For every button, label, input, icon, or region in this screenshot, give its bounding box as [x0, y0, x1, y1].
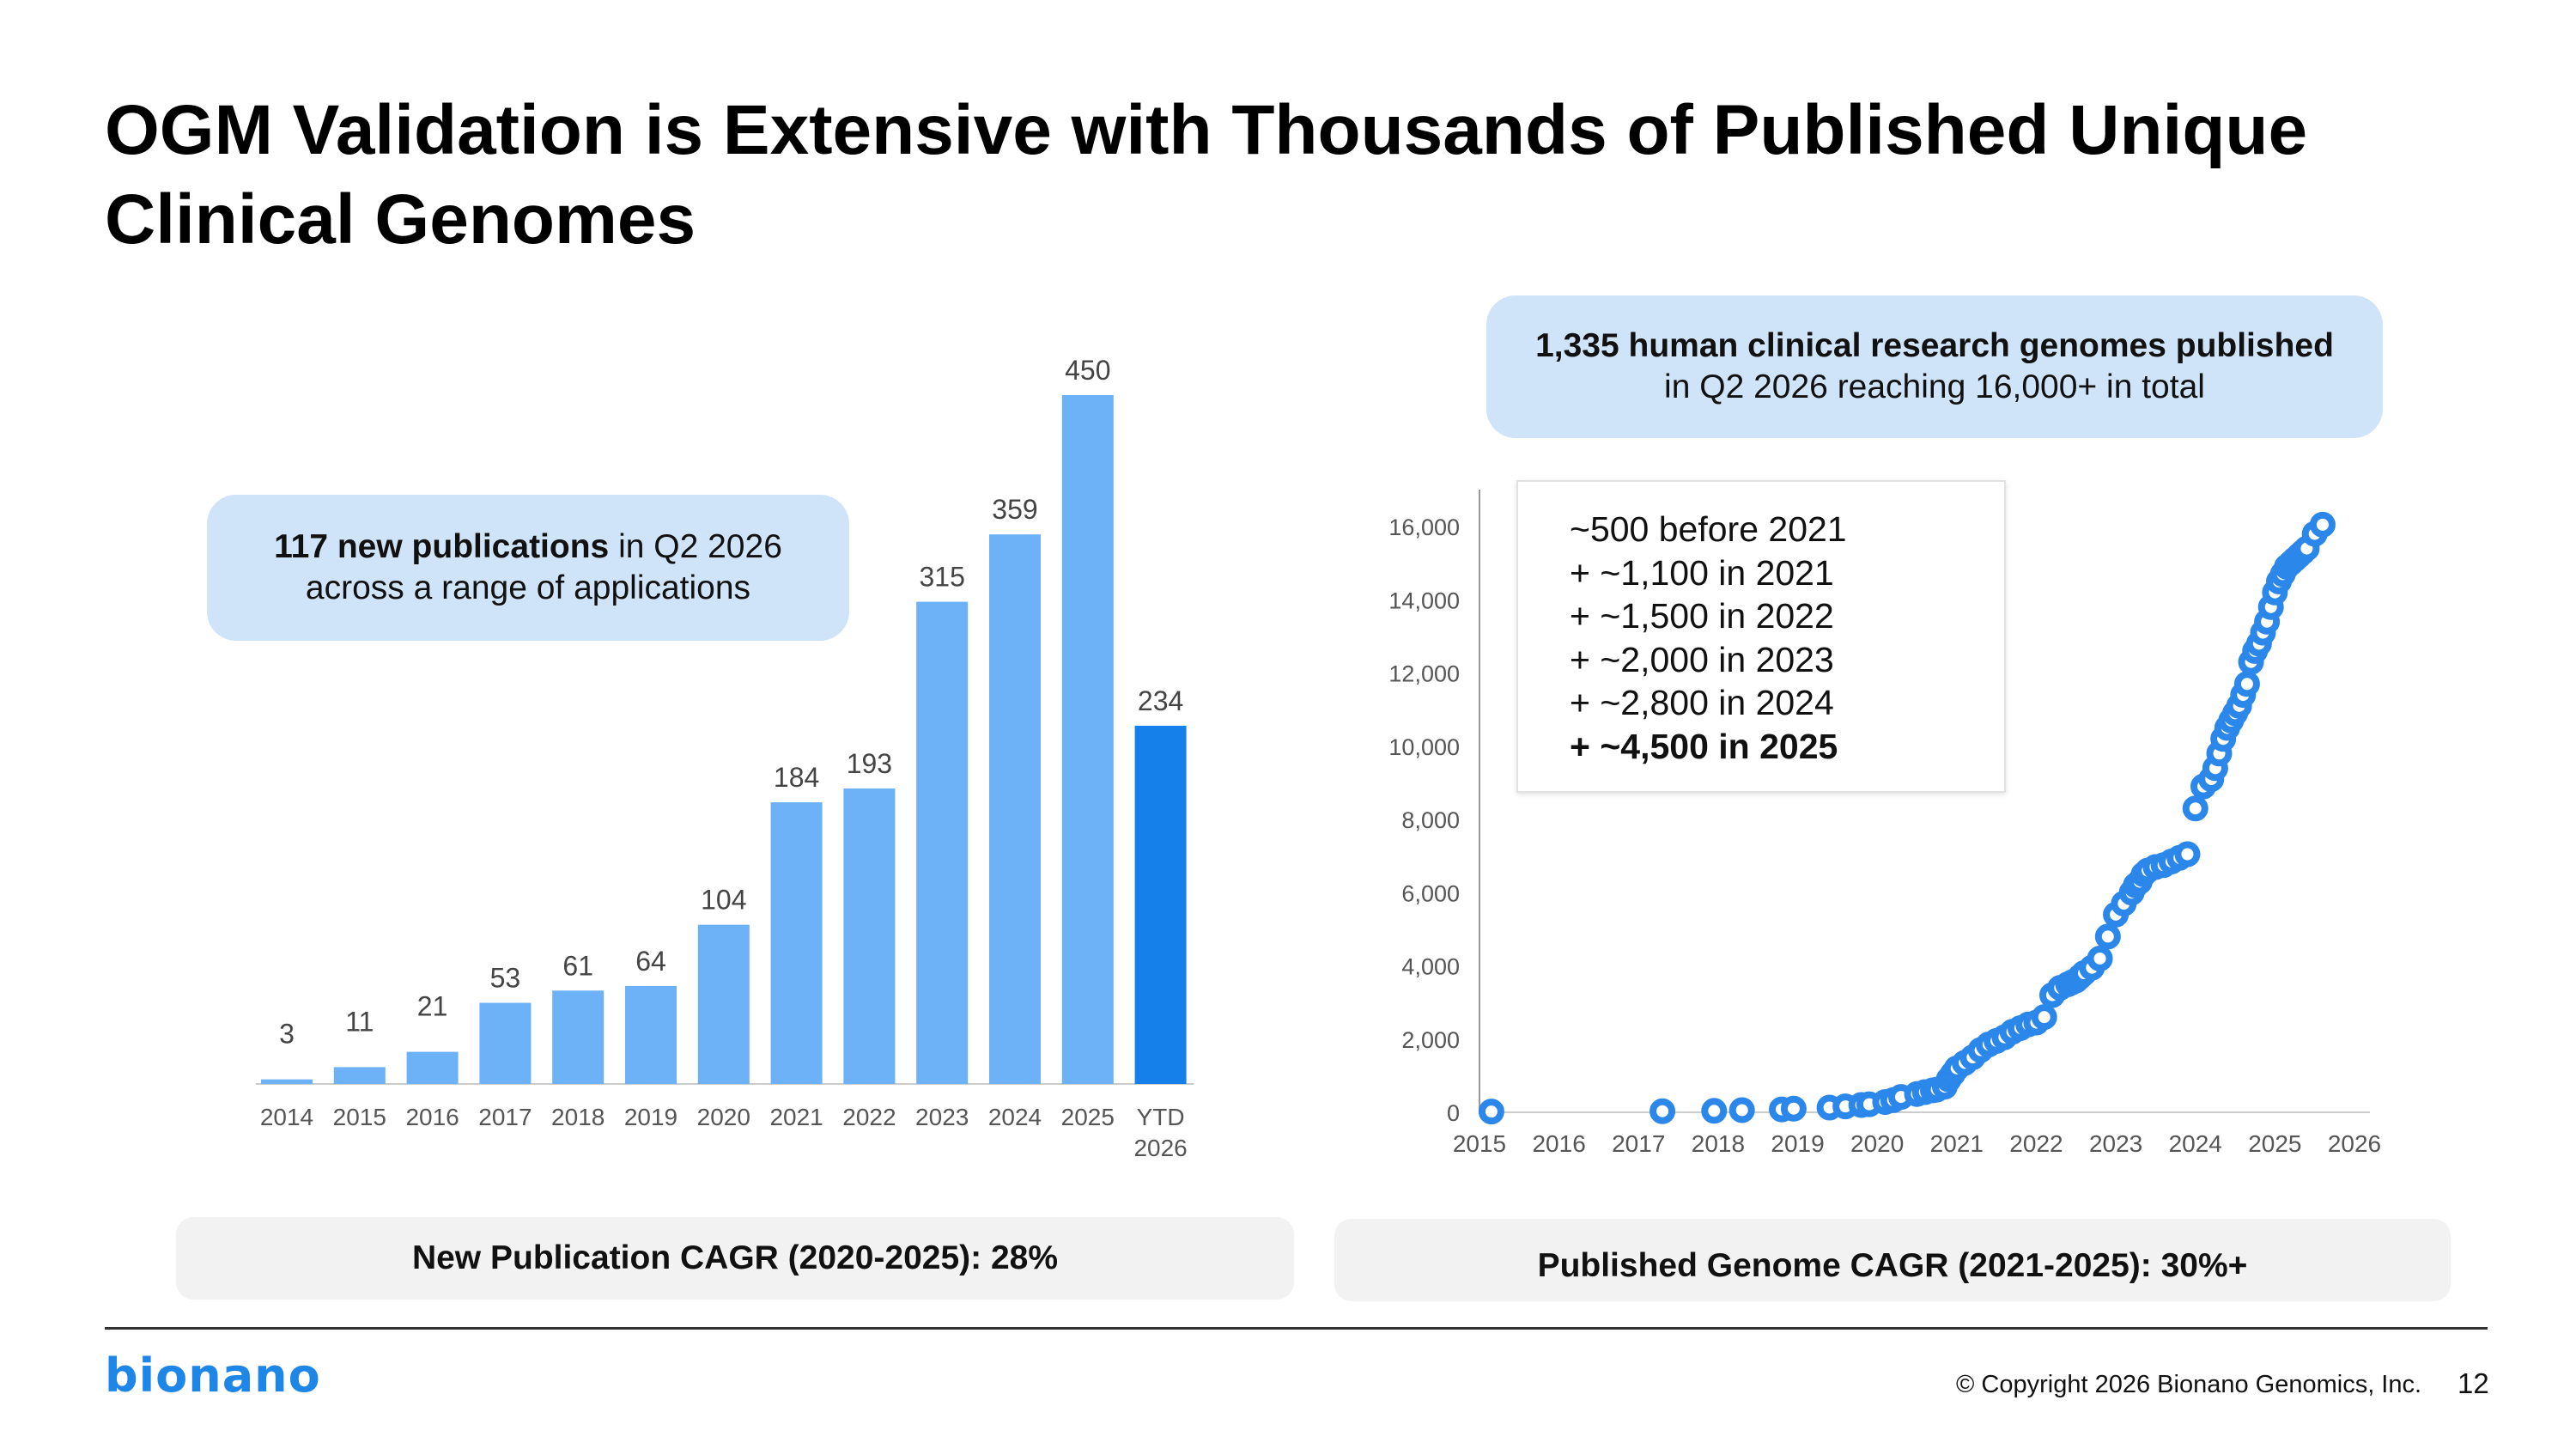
- x-tick-label: 2025: [2248, 1130, 2301, 1157]
- x-tick-label: 2024: [2169, 1130, 2222, 1157]
- bar-value-label: 359: [992, 494, 1037, 525]
- bar: [1061, 395, 1114, 1084]
- page-number: 12: [2458, 1367, 2489, 1399]
- bar-value-label: 104: [701, 885, 746, 916]
- annotation-line: + ~1,500 in 2022: [1570, 596, 1834, 636]
- scatter-point: [1478, 1099, 1504, 1125]
- bar-value-label: 3: [279, 1019, 295, 1050]
- genomes-callout-line1: 1,335 human clinical research genomes pu…: [1535, 327, 2334, 364]
- bar-category-label: 2021: [769, 1104, 823, 1130]
- annotation-line: ~500 before 2021: [1570, 509, 1847, 549]
- publications-callout-bold: 117 new publications: [274, 528, 610, 565]
- bar: [989, 534, 1041, 1084]
- bar-value-label: 193: [847, 748, 892, 779]
- y-tick-label: 8,000: [1401, 807, 1460, 833]
- publications-callout: 117 new publications in Q2 2026 across a…: [207, 495, 849, 641]
- bar-category-label: 2015: [333, 1104, 386, 1130]
- bar-category-label: 2026: [1133, 1135, 1187, 1161]
- bar-value-label: 53: [490, 963, 521, 994]
- bar-category-label: 2022: [842, 1104, 896, 1130]
- publications-callout-line2: across a range of applications: [305, 569, 751, 606]
- genome-cagr-banner: Published Genome CAGR (2021-2025): 30%+: [1334, 1219, 2451, 1301]
- annotation-line-bold: + ~4,500 in 2025: [1570, 726, 1838, 766]
- genomes-callout-line2: in Q2 2026 reaching 16,000+ in total: [1664, 368, 2205, 405]
- bar: [333, 1067, 386, 1084]
- publications-bar-chart: 3 2014 11 2015 21 2016 53 2017 61 2018 64 2019 104 20…: [256, 355, 1194, 1161]
- scatter-point: [2031, 1004, 2057, 1031]
- x-tick-label: 2015: [1453, 1130, 1506, 1157]
- bar-value-label: 315: [920, 562, 965, 593]
- y-tick-label: 0: [1447, 1100, 1460, 1126]
- x-tick-label: 2018: [1692, 1130, 1745, 1157]
- y-tick-label: 14,000: [1388, 588, 1460, 613]
- scatter-point: [2233, 671, 2260, 697]
- bar: [916, 601, 969, 1084]
- genomes-annotation-box: ~500 before 2021 + ~1,100 in 2021 + ~1,5…: [1516, 480, 2006, 793]
- footer-divider: [105, 1327, 2488, 1330]
- bar-value-label: 184: [774, 762, 819, 793]
- scatter-point: [2174, 841, 2201, 868]
- bar-value-label: 64: [635, 946, 666, 977]
- x-tick-label: 2023: [2089, 1130, 2142, 1157]
- bar-category-label: 2018: [551, 1104, 605, 1130]
- annotation-line: + ~1,100 in 2021: [1570, 552, 1834, 593]
- x-tick-label: 2017: [1612, 1130, 1665, 1157]
- scatter-point: [2094, 923, 2121, 950]
- y-tick-label: 6,000: [1401, 880, 1460, 906]
- publications-callout-rest: in Q2 2026: [609, 528, 782, 565]
- y-tick-label: 12,000: [1388, 661, 1460, 687]
- x-tick-label: 2022: [2009, 1130, 2063, 1157]
- bar-value-label: 234: [1138, 685, 1183, 716]
- copyright-text: © Copyright 2026 Bionano Genomics, Inc.: [1956, 1371, 2422, 1398]
- x-tick-label: 2021: [1930, 1130, 1984, 1157]
- bar-category-label: 2025: [1061, 1104, 1115, 1130]
- bar-category-label: 2019: [624, 1104, 677, 1130]
- scatter-point: [2182, 795, 2208, 822]
- bionano-logo: bionano: [105, 1349, 321, 1403]
- bar-value-label: 450: [1065, 355, 1110, 386]
- bar-value-label: 21: [417, 991, 448, 1022]
- scatter-point: [2309, 511, 2336, 538]
- bar-category-label: 2023: [915, 1104, 969, 1130]
- scatter-layer: 0 2,000 4,000 6,000 8,000 10,000 12,000 14,000 1…: [1388, 490, 2381, 1157]
- bar: [552, 990, 605, 1084]
- x-tick-label: 2016: [1532, 1130, 1585, 1157]
- bar: [406, 1051, 459, 1084]
- bar-category-label: 2014: [260, 1104, 313, 1130]
- annotation-line: + ~2,000 in 2023: [1570, 639, 1834, 679]
- y-tick-label: 10,000: [1388, 734, 1460, 760]
- genomes-scatter-chart: 0 2,000 4,000 6,000 8,000 10,000 12,000 14,000 1…: [1388, 490, 2381, 1157]
- genomes-callout: 1,335 human clinical research genomes pu…: [1486, 295, 2383, 438]
- bar-value-label: 61: [562, 950, 593, 981]
- bar: [697, 924, 750, 1084]
- x-tick-label: 2020: [1850, 1130, 1904, 1157]
- bar: [770, 802, 823, 1084]
- y-tick-label: 16,000: [1388, 514, 1460, 540]
- scatter-point: [2087, 945, 2113, 971]
- bar-category-label: 2016: [405, 1104, 459, 1130]
- bar-layer: 3 2014 11 2015 21 2016 53 2017 61 2018 64 2019 104 20…: [256, 355, 1194, 1161]
- scatter-point: [1728, 1097, 1755, 1123]
- page-title: OGM Validation is Extensive with Thousan…: [105, 91, 2308, 259]
- bar-value-label: 11: [345, 1006, 374, 1037]
- bar: [261, 1079, 313, 1084]
- bar-category-label: 2024: [988, 1104, 1042, 1130]
- publication-cagr-banner: New Publication CAGR (2020-2025): 28%: [176, 1217, 1294, 1300]
- bar: [1134, 725, 1187, 1084]
- x-tick-label: 2019: [1771, 1130, 1824, 1157]
- bar-category-label: 2020: [697, 1104, 750, 1130]
- annotation-line: + ~2,800 in 2024: [1570, 683, 1834, 722]
- bar-category-label: YTD: [1137, 1104, 1185, 1130]
- bar: [479, 1002, 532, 1084]
- y-tick-label: 4,000: [1401, 954, 1460, 980]
- bar: [843, 788, 896, 1084]
- scatter-point: [1701, 1098, 1728, 1124]
- bar: [625, 985, 677, 1084]
- scatter-point: [1780, 1095, 1807, 1122]
- y-tick-label: 2,000: [1401, 1027, 1460, 1053]
- scatter-point: [1649, 1098, 1676, 1124]
- bar-category-label: 2017: [478, 1104, 532, 1130]
- x-tick-label: 2026: [2328, 1130, 2381, 1157]
